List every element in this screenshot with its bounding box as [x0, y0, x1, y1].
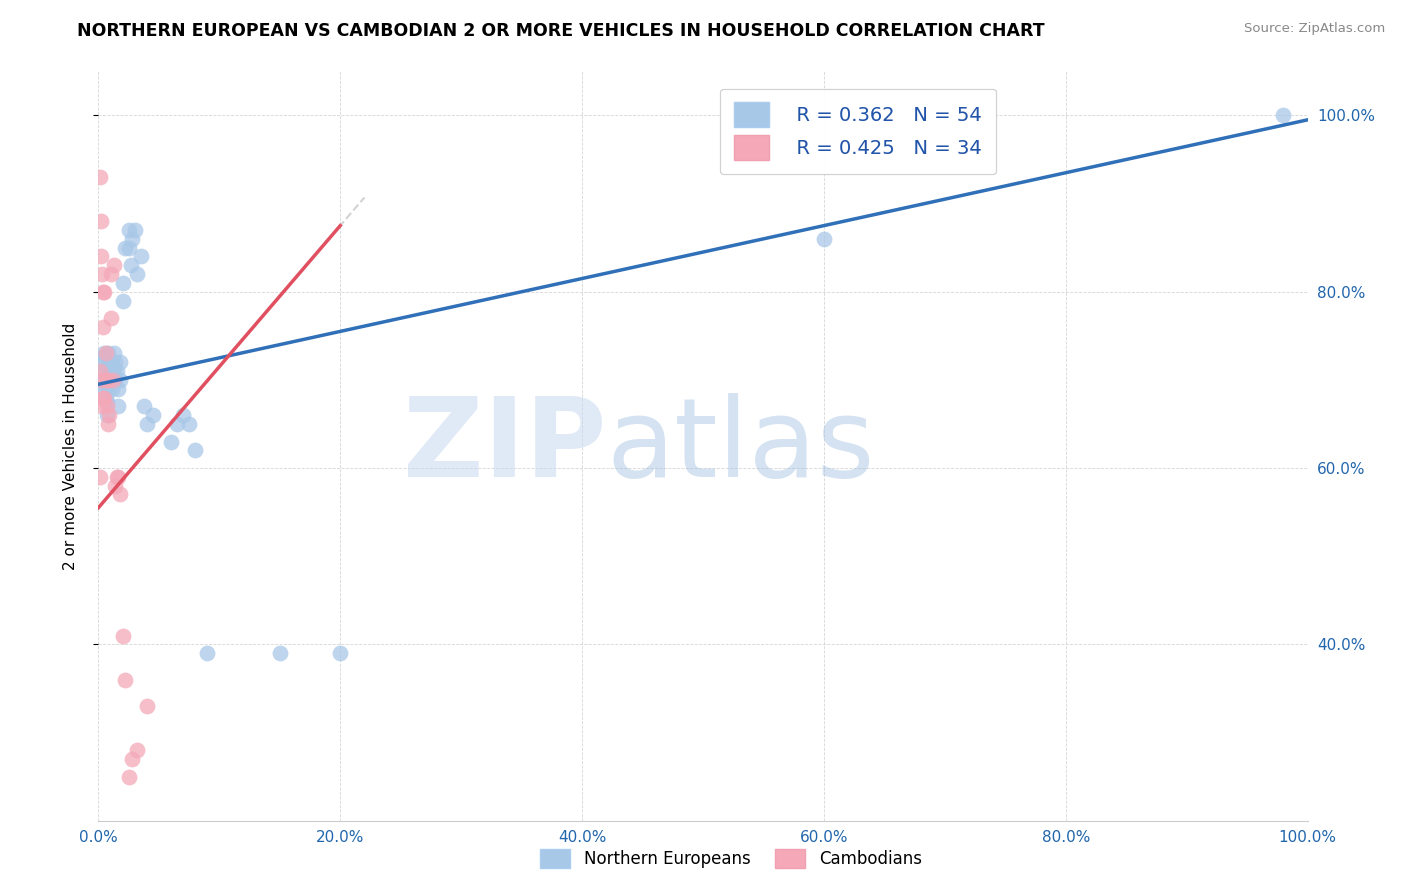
Point	[96, 395, 118, 409]
Point	[108, 373, 131, 387]
Point	[127, 743, 149, 757]
Text: ZIP: ZIP	[404, 392, 606, 500]
Point	[329, 646, 352, 660]
Point	[89, 470, 111, 484]
Point	[108, 355, 131, 369]
Point	[97, 373, 120, 387]
Point	[91, 267, 114, 281]
Point	[129, 250, 152, 264]
Point	[184, 443, 207, 458]
Point	[142, 408, 165, 422]
Point	[97, 364, 120, 378]
Point	[103, 364, 125, 378]
Point	[89, 364, 111, 378]
Point	[114, 241, 136, 255]
Point	[91, 285, 114, 299]
Point	[94, 346, 117, 360]
Point	[90, 250, 112, 264]
Point	[101, 373, 124, 387]
Point	[101, 359, 124, 374]
Point	[103, 346, 125, 360]
Point	[172, 408, 194, 422]
Point	[100, 382, 122, 396]
Point	[124, 223, 146, 237]
Point	[111, 293, 134, 308]
Point	[127, 267, 149, 281]
Point	[100, 355, 122, 369]
Point	[118, 770, 141, 784]
Point	[96, 377, 118, 392]
Point	[98, 355, 121, 369]
Point	[94, 373, 117, 387]
Text: Source: ZipAtlas.com: Source: ZipAtlas.com	[1244, 22, 1385, 36]
Point	[94, 391, 117, 405]
Point	[160, 434, 183, 449]
Point	[135, 699, 157, 714]
Point	[108, 487, 131, 501]
Point	[91, 377, 114, 392]
Point	[96, 408, 118, 422]
Point	[107, 382, 129, 396]
Legend:   R = 0.362   N = 54,   R = 0.425   N = 34: R = 0.362 N = 54, R = 0.425 N = 34	[720, 88, 995, 174]
Point	[166, 417, 188, 431]
Point	[100, 373, 122, 387]
Point	[91, 400, 114, 414]
Point	[90, 373, 112, 387]
Point	[104, 355, 127, 369]
Point	[100, 311, 122, 326]
Point	[97, 417, 120, 431]
Point	[93, 364, 115, 378]
Point	[269, 646, 291, 660]
Point	[813, 232, 835, 246]
Point	[94, 373, 117, 387]
Point	[105, 470, 128, 484]
Point	[118, 223, 141, 237]
Point	[118, 241, 141, 255]
Point	[93, 346, 115, 360]
Point	[97, 346, 120, 360]
Point	[100, 267, 122, 281]
Point	[104, 478, 127, 492]
Point	[121, 232, 143, 246]
Point	[104, 373, 127, 387]
Point	[179, 417, 201, 431]
Point	[105, 364, 128, 378]
Point	[195, 646, 218, 660]
Point	[93, 285, 115, 299]
Point	[98, 408, 121, 422]
Text: atlas: atlas	[606, 392, 875, 500]
Text: NORTHERN EUROPEAN VS CAMBODIAN 2 OR MORE VEHICLES IN HOUSEHOLD CORRELATION CHART: NORTHERN EUROPEAN VS CAMBODIAN 2 OR MORE…	[77, 22, 1045, 40]
Point	[89, 170, 111, 185]
Point	[103, 258, 125, 272]
Point	[121, 752, 143, 766]
Point	[111, 628, 134, 642]
Point	[96, 373, 118, 387]
Point	[91, 355, 114, 369]
Point	[90, 373, 112, 387]
Point	[120, 258, 142, 272]
Point	[90, 351, 112, 365]
Y-axis label: 2 or more Vehicles in Household: 2 or more Vehicles in Household	[63, 322, 77, 570]
Point	[98, 377, 121, 392]
Point	[93, 391, 115, 405]
Point	[91, 391, 114, 405]
Point	[111, 276, 134, 290]
Point	[100, 364, 122, 378]
Point	[107, 400, 129, 414]
Point	[91, 320, 114, 334]
Point	[90, 214, 112, 228]
Point	[107, 470, 129, 484]
Legend: Northern Europeans, Cambodians: Northern Europeans, Cambodians	[534, 842, 928, 875]
Point	[135, 417, 157, 431]
Point	[96, 400, 118, 414]
Point	[97, 382, 120, 396]
Point	[93, 382, 115, 396]
Point	[1272, 108, 1295, 122]
Point	[134, 400, 156, 414]
Point	[114, 673, 136, 687]
